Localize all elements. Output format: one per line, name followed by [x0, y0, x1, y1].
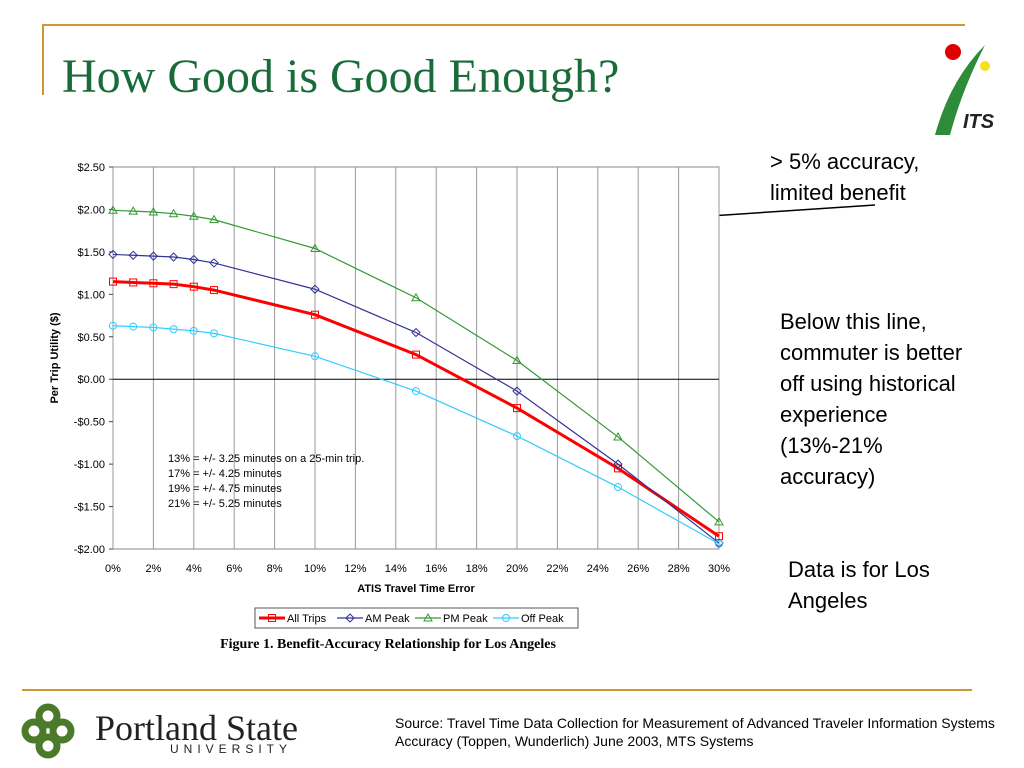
marker	[614, 483, 622, 492]
marker	[715, 539, 723, 548]
marker	[210, 329, 218, 338]
y-tick-label: $2.50	[77, 162, 105, 174]
chart-annotation: 17% = +/- 4.25 minutes	[168, 468, 282, 480]
chart-annotation: 13% = +/- 3.25 minutes on a 25-min trip.	[168, 453, 364, 465]
marker	[108, 249, 118, 260]
marker	[613, 431, 623, 441]
marker	[129, 278, 138, 287]
marker	[513, 432, 521, 441]
x-tick-label: 26%	[627, 563, 649, 575]
psu-subtitle: UNIVERSITY	[170, 742, 292, 756]
marker	[169, 280, 178, 289]
marker	[169, 325, 178, 334]
y-tick-label: -$1.00	[74, 459, 105, 471]
psu-name: Portland State	[95, 708, 298, 748]
y-tick-label: $2.00	[77, 204, 105, 216]
y-tick-label: $0.50	[77, 332, 105, 344]
x-tick-label: 0%	[105, 563, 121, 575]
its-logo: ITS	[935, 44, 995, 135]
marker	[310, 284, 320, 294]
y-tick-label: -$0.50	[74, 417, 105, 429]
marker	[311, 310, 319, 319]
marker	[423, 612, 433, 622]
x-tick-label: 4%	[186, 563, 202, 575]
x-tick-label: 10%	[304, 563, 326, 575]
x-tick-label: 28%	[668, 563, 690, 575]
x-tick-label: 18%	[466, 563, 488, 575]
marker	[109, 321, 117, 330]
chart-annotation: 21% = +/- 5.25 minutes	[168, 498, 282, 510]
marker	[268, 614, 276, 622]
marker	[128, 206, 139, 215]
x-tick-label: 22%	[546, 563, 568, 575]
marker	[210, 286, 218, 295]
marker	[411, 327, 421, 338]
series-line	[112, 280, 720, 538]
marker	[715, 532, 723, 541]
note-data: Data is for Los Angeles	[788, 557, 930, 613]
note-accuracy: > 5% accuracy, limited benefit	[770, 149, 920, 205]
x-tick-label: 14%	[385, 563, 407, 575]
y-tick-label: -$2.00	[74, 544, 105, 556]
marker	[209, 258, 219, 268]
x-tick-label: 24%	[587, 563, 609, 575]
note-below-line: Below this line, commuter is better off …	[780, 309, 963, 489]
chart-caption: Figure 1. Benefit-Accuracy Relationship …	[220, 637, 556, 652]
marker	[512, 355, 522, 365]
marker	[168, 252, 179, 262]
x-tick-label: 8%	[267, 563, 283, 575]
marker	[108, 205, 118, 214]
marker	[412, 350, 420, 359]
x-tick-label: 16%	[425, 563, 447, 575]
marker	[189, 254, 199, 265]
marker	[502, 614, 510, 622]
marker	[345, 613, 355, 623]
marker	[129, 322, 138, 331]
x-tick-label: 2%	[145, 563, 161, 575]
its-text: ITS	[963, 111, 995, 133]
marker	[412, 387, 420, 396]
y-tick-label: $1.50	[77, 247, 105, 259]
legend-label: AM Peak	[365, 613, 410, 625]
x-tick-label: 6%	[226, 563, 242, 575]
legend-label: Off Peak	[521, 613, 564, 625]
marker	[513, 404, 521, 413]
marker	[209, 214, 219, 224]
chart-annotation: 19% = +/- 4.75 minutes	[168, 483, 282, 495]
series-line	[112, 253, 720, 544]
source: Source: Travel Time Data Collection for …	[395, 715, 995, 749]
legend-label: PM Peak	[443, 613, 488, 625]
y-axis-label: Per Trip Utility ($)	[49, 312, 61, 403]
marker	[512, 386, 522, 396]
slide-title: How Good is Good Enough?	[62, 50, 619, 103]
marker	[128, 250, 138, 260]
psu-logo	[21, 703, 75, 759]
marker	[311, 352, 319, 361]
marker	[411, 292, 421, 302]
x-tick-label: 12%	[344, 563, 366, 575]
marker	[189, 326, 198, 335]
marker	[149, 279, 158, 288]
x-tick-label: 20%	[506, 563, 528, 575]
marker	[168, 208, 179, 218]
x-tick-label: 30%	[708, 563, 730, 575]
y-tick-label: $0.00	[77, 374, 105, 386]
marker	[613, 459, 623, 469]
marker	[148, 251, 159, 261]
series-line	[112, 325, 720, 545]
y-tick-label: $1.00	[77, 289, 105, 301]
y-tick-label: -$1.50	[74, 502, 105, 514]
x-axis-label: ATIS Travel Time Error	[357, 583, 475, 595]
marker	[310, 243, 320, 252]
marker	[109, 277, 117, 286]
marker	[148, 206, 159, 216]
marker	[149, 323, 158, 332]
marker	[189, 282, 198, 291]
legend-label: All Trips	[287, 613, 327, 625]
series-line	[112, 209, 720, 523]
marker	[714, 516, 724, 526]
marker	[188, 211, 199, 220]
